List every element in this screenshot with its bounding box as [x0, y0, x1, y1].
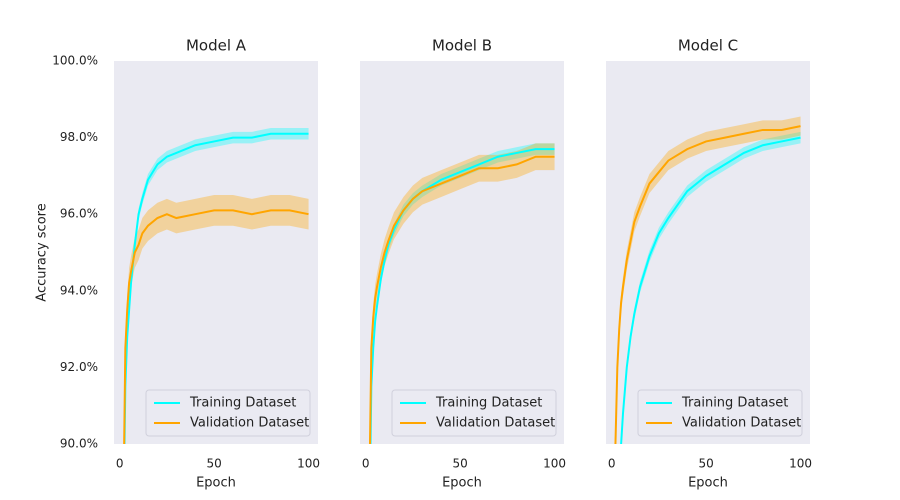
- y-tick-label: 100.0%: [52, 54, 98, 68]
- legend: Training Dataset Validation Dataset: [391, 389, 557, 437]
- x-axis-label: Epoch: [442, 476, 482, 491]
- x-tick-label: 0: [608, 457, 616, 471]
- series-line: [123, 209, 309, 444]
- plot-data: [123, 128, 309, 444]
- plot-area: [114, 61, 318, 444]
- x-tick-label: 100: [297, 457, 320, 471]
- subplot-title: Model B: [432, 37, 492, 55]
- legend-label: Validation Dataset: [682, 416, 801, 431]
- legend-label: Training Dataset: [435, 396, 542, 411]
- series-line: [620, 136, 801, 444]
- x-tick-label: 50: [452, 457, 467, 471]
- legend-box: [637, 389, 803, 437]
- plot-data: [614, 116, 801, 444]
- x-tick-label: 50: [206, 457, 221, 471]
- y-tick-label: 98.0%: [60, 130, 98, 144]
- x-tick-label: 50: [698, 457, 713, 471]
- series-line: [614, 125, 801, 444]
- subplot-title: Model C: [678, 37, 738, 55]
- series-line: [123, 132, 309, 444]
- subplot-title: Model A: [186, 37, 247, 55]
- plot-area: [360, 61, 564, 444]
- legend-label: Training Dataset: [681, 396, 788, 411]
- legend: Training Dataset Validation Dataset: [637, 389, 803, 437]
- legend-label: Validation Dataset: [436, 416, 555, 431]
- y-tick-label: 94.0%: [60, 283, 98, 297]
- legend: Training Dataset Validation Dataset: [145, 389, 311, 437]
- legend-box: [145, 389, 311, 437]
- y-tick-label: 90.0%: [60, 437, 98, 451]
- legend-label: Validation Dataset: [190, 416, 309, 431]
- plot-data: [368, 143, 555, 444]
- subplot: Model B Epoch 0 50 100 Training Dataset Valida…: [360, 37, 566, 491]
- series-line: [369, 148, 555, 444]
- legend-box: [391, 389, 557, 437]
- y-tick-label: 92.0%: [60, 360, 98, 374]
- x-axis-label: Epoch: [688, 476, 728, 491]
- x-tick-label: 100: [543, 457, 566, 471]
- legend-label: Training Dataset: [189, 396, 296, 411]
- subplot: Model C Epoch 0 50 100 Training Dataset Valida…: [606, 37, 812, 491]
- x-tick-label: 0: [362, 457, 370, 471]
- y-tick-label: 96.0%: [60, 207, 98, 221]
- y-axis-label: Accuracy score: [35, 203, 50, 301]
- series-line: [368, 155, 555, 444]
- subplot: Model A Epoch Accuracy score 0 50 100 90.0% 92.…: [35, 37, 321, 491]
- plot-area: [606, 61, 810, 444]
- x-axis-label: Epoch: [196, 476, 236, 491]
- x-tick-label: 0: [116, 457, 124, 471]
- error-band: [123, 195, 309, 444]
- x-tick-label: 100: [789, 457, 812, 471]
